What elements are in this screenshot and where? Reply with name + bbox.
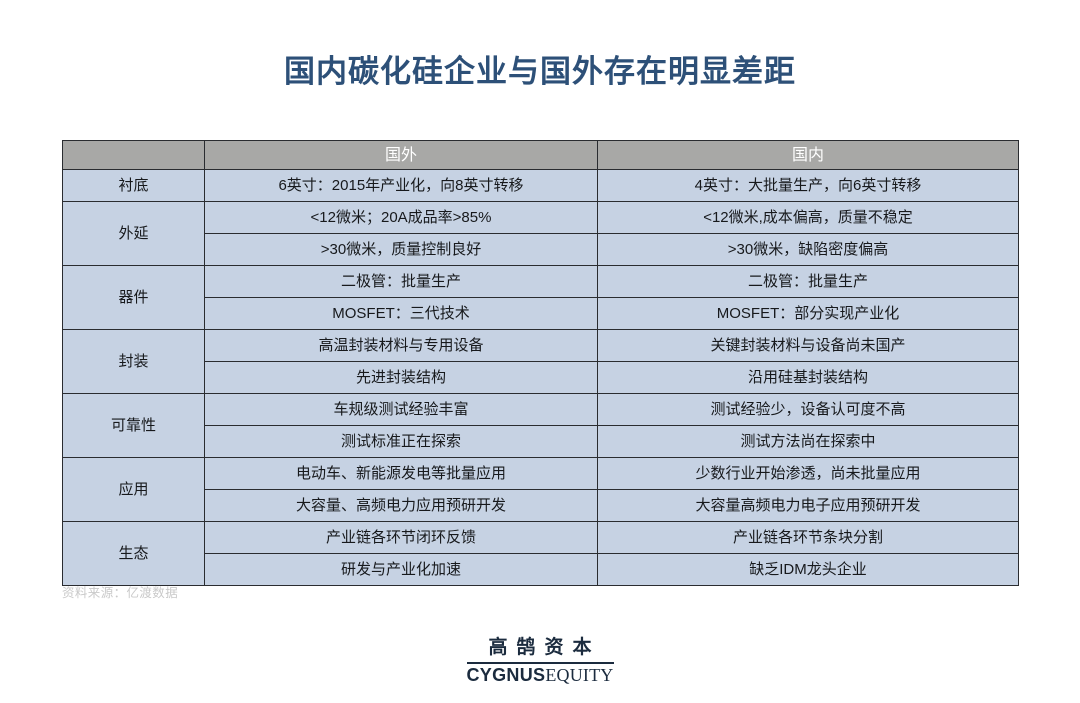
logo-cygnus-text: CYGNUS [466,665,546,685]
source-note: 资料来源：亿渡数据 [62,586,179,600]
comparison-table-container: 国外 国内 衬底 6英寸：2015年产业化，向8英寸转移 4英寸：大批量生产，向6英… [62,140,1019,586]
cell-abroad: 二极管：批量生产 [204,265,598,298]
cell-domestic: 沿用硅基封装结构 [597,361,1019,394]
table-body: 衬底 6英寸：2015年产业化，向8英寸转移 4英寸：大批量生产，向6英寸转移 外延 <… [62,169,1019,586]
table-row: >30微米，质量控制良好 >30微米，缺陷密度偏高 [63,233,1019,266]
table-row: 器件 二极管：批量生产 二极管：批量生产 [62,265,1019,330]
cell-domestic: <12微米,成本偏高，质量不稳定 [597,201,1019,234]
row-label-5: 应用 [62,457,205,522]
table-header-domestic: 国内 [597,140,1019,170]
cell-domestic: 关键封装材料与设备尚未国产 [597,329,1019,362]
row-label-3: 封装 [62,329,205,394]
page-title: 国内碳化硅企业与国外存在明显差距 [284,54,796,89]
cell-domestic: >30微米，缺陷密度偏高 [597,233,1019,266]
cell-domestic: 大容量高频电力电子应用预研开发 [597,489,1019,522]
row-label-4: 可靠性 [62,393,205,458]
table-row: MOSFET：三代技术 MOSFET：部分实现产业化 [63,297,1019,330]
cell-domestic: 测试方法尚在探索中 [597,425,1019,458]
table-row: 应用 电动车、新能源发电等批量应用 少数行业开始渗透，尚未批量应用 [62,457,1019,522]
cell-abroad: 6英寸：2015年产业化，向8英寸转移 [204,169,598,202]
row-label-1: 外延 [62,201,205,266]
table-row: 生态 产业链各环节闭环反馈 产业链各环节条块分割 [62,521,1019,586]
table-row: 先进封装结构 沿用硅基封装结构 [63,361,1019,394]
cell-abroad: >30微米，质量控制良好 [204,233,598,266]
cell-domestic: 测试经验少，设备认可度不高 [597,393,1019,426]
cell-domestic: 少数行业开始渗透，尚未批量应用 [597,457,1019,490]
cell-abroad: 车规级测试经验丰富 [204,393,598,426]
cell-abroad: 研发与产业化加速 [204,553,598,586]
row-label-6: 生态 [62,521,205,586]
cell-abroad: 先进封装结构 [204,361,598,394]
table-row: 研发与产业化加速 缺乏IDM龙头企业 [63,553,1019,586]
table-row: 封装 高温封装材料与专用设备 关键封装材料与设备尚未国产 [62,329,1019,394]
table-header: 国外 国内 [62,140,1019,170]
row-label-2: 器件 [62,265,205,330]
cell-domestic: MOSFET：部分实现产业化 [597,297,1019,330]
logo-english-name: CYGNUSEQUITY [467,665,614,687]
cell-domestic: 4英寸：大批量生产，向6英寸转移 [597,169,1019,202]
cell-abroad: 高温封装材料与专用设备 [204,329,598,362]
cell-abroad: 电动车、新能源发电等批量应用 [204,457,598,490]
table-header-abroad: 国外 [204,140,598,170]
table-row: 测试标准正在探索 测试方法尚在探索中 [63,425,1019,458]
comparison-table: 国外 国内 衬底 6英寸：2015年产业化，向8英寸转移 4英寸：大批量生产，向6英… [62,140,1019,586]
cell-abroad: <12微米；20A成品率>85% [204,201,598,234]
row-label-0: 衬底 [62,169,205,202]
table-header-row: 国外 国内 [62,140,1019,170]
table-header-corner [62,140,205,170]
table-row: 外延 <12微米；20A成品率>85% <12微米,成本偏高，质量不稳定 [62,201,1019,266]
cell-abroad: 产业链各环节闭环反馈 [204,521,598,554]
company-logo: 高鹄资本 CYGNUSEQUITY [0,636,1080,687]
cell-abroad: 测试标准正在探索 [204,425,598,458]
cell-domestic: 产业链各环节条块分割 [597,521,1019,554]
logo-inner: 高鹄资本 CYGNUSEQUITY [466,636,614,687]
logo-divider [466,662,614,664]
table-row: 可靠性 车规级测试经验丰富 测试经验少，设备认可度不高 [62,393,1019,458]
table-row: 衬底 6英寸：2015年产业化，向8英寸转移 4英寸：大批量生产，向6英寸转移 [62,169,1019,202]
cell-abroad: 大容量、高频电力应用预研开发 [204,489,598,522]
logo-chinese-name: 高鹄资本 [488,637,601,658]
table-row: 大容量、高频电力应用预研开发 大容量高频电力电子应用预研开发 [63,489,1019,522]
cell-domestic: 二极管：批量生产 [597,265,1019,298]
cell-domestic: 缺乏IDM龙头企业 [597,553,1019,586]
cell-abroad: MOSFET：三代技术 [204,297,598,330]
logo-equity-text: EQUITY [545,665,614,685]
